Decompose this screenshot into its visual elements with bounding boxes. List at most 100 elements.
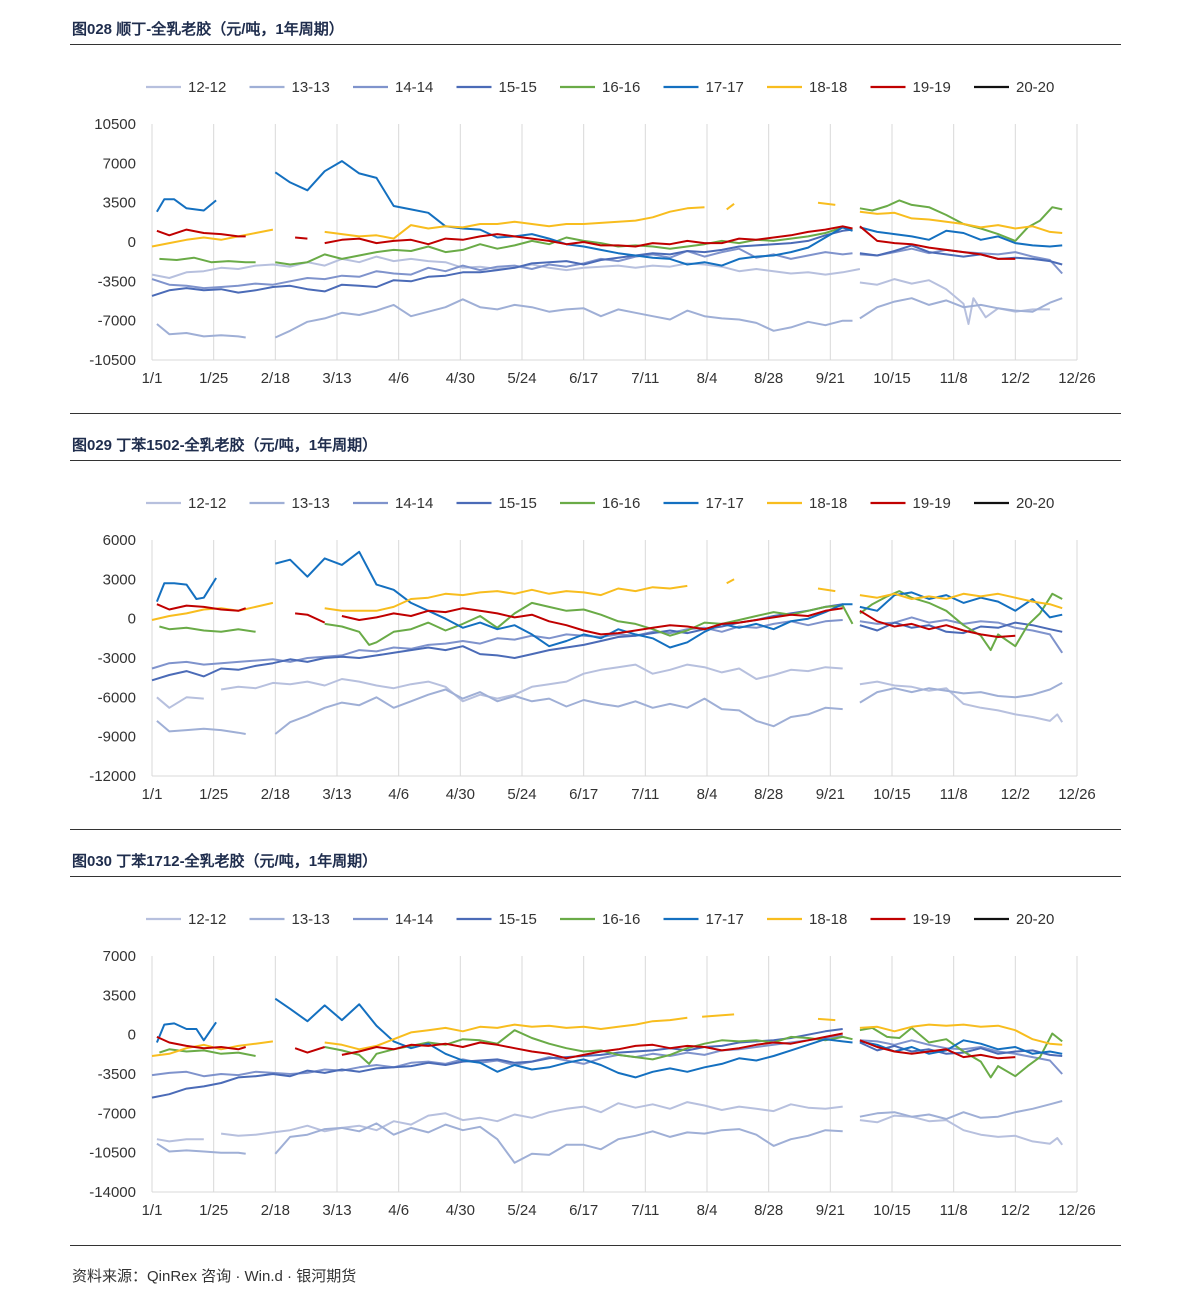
title-rule xyxy=(70,876,1121,877)
x-tick-label: 2/18 xyxy=(261,370,290,387)
x-tick-label: 7/11 xyxy=(631,1202,659,1219)
series-line-12-12 xyxy=(220,663,843,703)
series-line-13-13 xyxy=(859,1100,1063,1120)
x-tick-label: 10/15 xyxy=(873,786,911,803)
source-note: 资料来源：QinRex 咨询 · Win.d · 银河期货 xyxy=(72,1268,357,1285)
title-rule xyxy=(70,44,1121,45)
y-tick-label: -3500 xyxy=(98,1066,136,1083)
x-tick-label: 8/4 xyxy=(697,370,718,387)
x-tick-label: 3/13 xyxy=(322,370,351,387)
series-line-16-16 xyxy=(159,625,256,633)
series-line-17-17 xyxy=(859,226,1063,248)
series-line-17-17 xyxy=(859,591,1063,619)
x-tick-label: 11/8 xyxy=(940,1202,968,1219)
series-line-18-18 xyxy=(726,203,735,211)
x-tick-label: 8/28 xyxy=(754,1202,783,1219)
series-line-19-19 xyxy=(294,612,326,624)
x-tick-label: 6/17 xyxy=(569,786,598,803)
legend-label: 12-12 xyxy=(188,911,226,928)
legend-label: 17-17 xyxy=(706,911,744,928)
x-tick-label: 12/2 xyxy=(1001,370,1030,387)
x-tick-label: 8/4 xyxy=(697,1202,718,1219)
legend-label: 18-18 xyxy=(809,911,847,928)
series-line-18-18 xyxy=(151,601,274,621)
series-line-12-12 xyxy=(156,1138,204,1143)
x-tick-label: 2/18 xyxy=(261,786,290,803)
series-line-19-19 xyxy=(294,1046,326,1054)
series-line-12-12 xyxy=(859,1114,1064,1146)
series-line-17-17 xyxy=(274,160,853,267)
series-line-16-16 xyxy=(324,601,854,646)
x-tick-label: 1/25 xyxy=(199,1202,228,1219)
y-tick-label: 3000 xyxy=(103,571,136,588)
x-tick-label: 8/28 xyxy=(754,786,783,803)
x-tick-label: 9/21 xyxy=(816,370,845,387)
series-line-13-13 xyxy=(156,720,246,735)
y-tick-label: -10500 xyxy=(89,352,136,369)
x-tick-label: 11/8 xyxy=(940,370,968,387)
legend-label: 13-13 xyxy=(292,495,330,512)
legend-label: 19-19 xyxy=(913,911,951,928)
series-line-19-19 xyxy=(156,1035,246,1051)
series-line-12-12 xyxy=(156,696,204,709)
y-tick-label: -7000 xyxy=(98,1105,136,1122)
series-line-15-15 xyxy=(151,228,853,297)
series-line-15-15 xyxy=(859,621,1063,635)
series-line-13-13 xyxy=(274,1122,843,1164)
x-tick-label: 4/6 xyxy=(388,786,409,803)
x-tick-label: 8/4 xyxy=(697,786,718,803)
legend-label: 14-14 xyxy=(395,495,433,512)
legend-label: 15-15 xyxy=(499,911,537,928)
legend-label: 17-17 xyxy=(706,495,744,512)
legend-label: 17-17 xyxy=(706,79,744,96)
y-tick-label: -6000 xyxy=(98,689,136,706)
legend-label: 15-15 xyxy=(499,79,537,96)
series-line-16-16 xyxy=(859,199,1063,242)
series-line-16-16 xyxy=(275,226,853,266)
panel-fig030: 图030 丁苯1712-全乳老胶（元/吨，1年周期） -14000 -10500-… xyxy=(70,850,1121,1246)
series-line-14-14 xyxy=(151,247,853,290)
series-line-13-13 xyxy=(859,297,1063,320)
y-tick-label: -12000 xyxy=(89,768,136,785)
y-tick-label: 6000 xyxy=(103,532,136,549)
legend-label: 18-18 xyxy=(809,79,847,96)
series-line-15-15 xyxy=(859,244,1063,266)
x-tick-label: 4/30 xyxy=(446,1202,475,1219)
x-tick-label: 10/15 xyxy=(873,1202,911,1219)
series-line-18-18 xyxy=(702,1013,735,1018)
legend-label: 12-12 xyxy=(188,495,226,512)
x-tick-label: 12/26 xyxy=(1058,1202,1096,1219)
series-line-18-18 xyxy=(859,1023,1063,1046)
x-tick-label: 3/13 xyxy=(322,1202,351,1219)
series-line-18-18 xyxy=(324,584,688,612)
x-tick-label: 5/24 xyxy=(507,370,536,387)
x-tick-label: 6/17 xyxy=(569,1202,598,1219)
y-tick-label: 3500 xyxy=(103,195,136,212)
chart-fig028: -10500 -7000 -3500 0 3500 7000 10500 1/1 1/25 2/1… xyxy=(89,79,1096,387)
x-tick-label: 9/21 xyxy=(816,1202,845,1219)
series-line-19-19 xyxy=(156,228,246,238)
x-tick-label: 11/8 xyxy=(940,786,968,803)
series-line-19-19 xyxy=(341,1032,843,1060)
x-tick-label: 5/24 xyxy=(507,1202,536,1219)
series-line-19-19 xyxy=(295,236,308,240)
series-line-19-19 xyxy=(156,603,247,612)
series-line-18-18 xyxy=(324,206,705,240)
y-tick-label: -9000 xyxy=(98,729,136,746)
series-line-17-17 xyxy=(275,550,853,649)
legend-label: 14-14 xyxy=(395,911,433,928)
series-line-17-17 xyxy=(156,198,217,213)
legend-label: 19-19 xyxy=(913,495,951,512)
series-line-13-13 xyxy=(156,323,246,339)
x-tick-label: 8/28 xyxy=(754,370,783,387)
series-line-19-19 xyxy=(859,225,1016,260)
panel-fig028: 图028 顺丁-全乳老胶（元/吨，1年周期） -10500 -7000 -3500 0… xyxy=(70,18,1121,414)
x-tick-label: 9/21 xyxy=(816,786,845,803)
y-tick-label: -10500 xyxy=(89,1145,136,1162)
x-tick-label: 12/26 xyxy=(1058,370,1096,387)
title-rule xyxy=(70,460,1121,461)
x-tick-label: 12/2 xyxy=(1001,1202,1030,1219)
y-tick-label: -3500 xyxy=(98,273,136,290)
x-tick-label: 1/1 xyxy=(142,1202,163,1219)
x-tick-label: 4/30 xyxy=(446,786,475,803)
